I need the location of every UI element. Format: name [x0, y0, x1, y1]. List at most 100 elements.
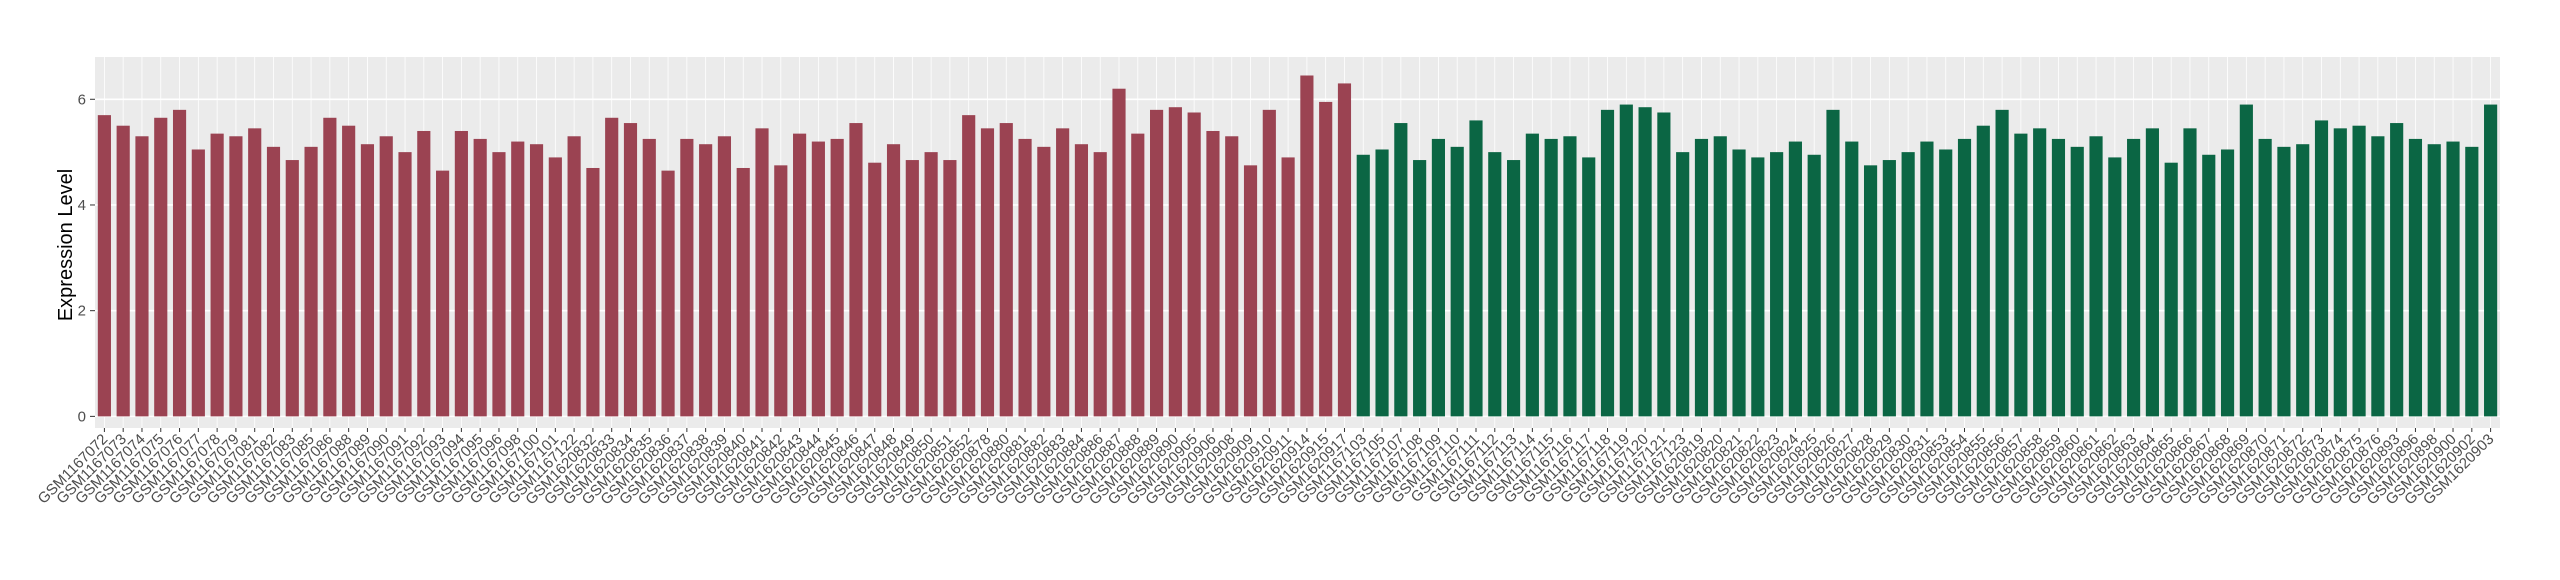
- bar: [642, 138, 656, 417]
- bar: [905, 160, 919, 417]
- bar: [436, 170, 450, 417]
- bar: [2051, 138, 2066, 417]
- bar: [323, 117, 337, 417]
- bar: [1243, 165, 1258, 417]
- bar: [492, 152, 506, 417]
- bar: [2258, 138, 2272, 417]
- y-tick-label: 0: [78, 408, 86, 425]
- bar: [2220, 149, 2235, 417]
- bar: [1469, 120, 1483, 417]
- bar: [2427, 144, 2441, 417]
- bar: [2089, 136, 2103, 417]
- bar: [755, 128, 769, 417]
- bar: [379, 136, 393, 417]
- bar: [717, 136, 732, 417]
- y-tick-label: 2: [78, 303, 86, 320]
- bar: [1638, 107, 1652, 417]
- bar: [266, 146, 281, 417]
- y-tick-label: 4: [78, 197, 86, 214]
- bar: [1337, 83, 1352, 417]
- bar: [548, 157, 562, 417]
- bar: [2033, 128, 2047, 417]
- bar: [2164, 162, 2178, 417]
- bar: [417, 130, 431, 417]
- bar: [2484, 104, 2498, 417]
- bar: [886, 144, 901, 417]
- bar: [1300, 75, 1314, 417]
- bar: [398, 152, 412, 417]
- bar: [2446, 141, 2460, 417]
- bar: [1431, 138, 1445, 417]
- bar: [2183, 128, 2197, 417]
- bar: [210, 133, 224, 417]
- bar: [1037, 146, 1051, 417]
- bar: [736, 167, 750, 417]
- bar: [1694, 138, 1709, 417]
- y-tick-label: 6: [78, 91, 86, 108]
- bar: [2408, 138, 2423, 417]
- bar: [1074, 144, 1089, 417]
- bar: [2070, 146, 2084, 417]
- bar: [1901, 152, 1915, 417]
- bar: [586, 167, 600, 417]
- bar: [567, 136, 581, 417]
- bar: [999, 123, 1013, 417]
- bar: [1131, 133, 1145, 417]
- bar: [1413, 160, 1427, 417]
- bar: [605, 117, 619, 417]
- bar: [1845, 141, 1859, 417]
- bar: [304, 146, 318, 417]
- bar: [943, 160, 957, 417]
- bar: [360, 144, 375, 417]
- bar: [473, 138, 487, 417]
- bar: [1112, 88, 1126, 417]
- bar: [1939, 149, 1953, 417]
- bar: [2202, 154, 2216, 417]
- bar: [154, 117, 168, 417]
- bar: [1619, 104, 1633, 417]
- bar: [623, 123, 638, 417]
- bar: [1525, 133, 1539, 417]
- bar: [2239, 104, 2253, 417]
- bar: [1788, 141, 1802, 417]
- bar: [1506, 160, 1521, 417]
- bar: [1863, 165, 1878, 417]
- bar: [924, 152, 938, 417]
- bar: [1751, 157, 1765, 417]
- bar: [699, 144, 713, 417]
- bar: [962, 115, 976, 417]
- bar: [2014, 133, 2028, 417]
- bar: [1770, 152, 1784, 417]
- bar: [2333, 128, 2347, 417]
- bar: [1582, 157, 1596, 417]
- bar: [135, 136, 149, 417]
- bar: [1225, 136, 1239, 417]
- bar: [1544, 138, 1558, 417]
- bar: [2390, 123, 2404, 417]
- bar: [849, 123, 863, 417]
- bar: [1713, 136, 1727, 417]
- bar: [1319, 101, 1333, 417]
- bar: [774, 165, 788, 417]
- bar: [116, 125, 130, 417]
- bar: [1093, 152, 1107, 417]
- bar: [248, 128, 262, 417]
- bar: [454, 130, 468, 417]
- bar: [191, 149, 205, 417]
- bar: [1394, 123, 1408, 417]
- bar: [511, 141, 525, 417]
- bar: [1976, 125, 1990, 417]
- bar: [1150, 109, 1164, 417]
- bar: [342, 125, 356, 417]
- bar: [1600, 109, 1615, 417]
- bar: [1206, 130, 1220, 417]
- bar: [980, 128, 995, 417]
- bar: [2352, 125, 2366, 417]
- y-axis-label: Expression Level: [55, 169, 77, 321]
- bar: [172, 109, 187, 417]
- bar: [1356, 154, 1370, 417]
- bar: [661, 170, 675, 417]
- bar: [1187, 112, 1201, 417]
- bar: [1168, 107, 1182, 417]
- bar: [1375, 149, 1389, 417]
